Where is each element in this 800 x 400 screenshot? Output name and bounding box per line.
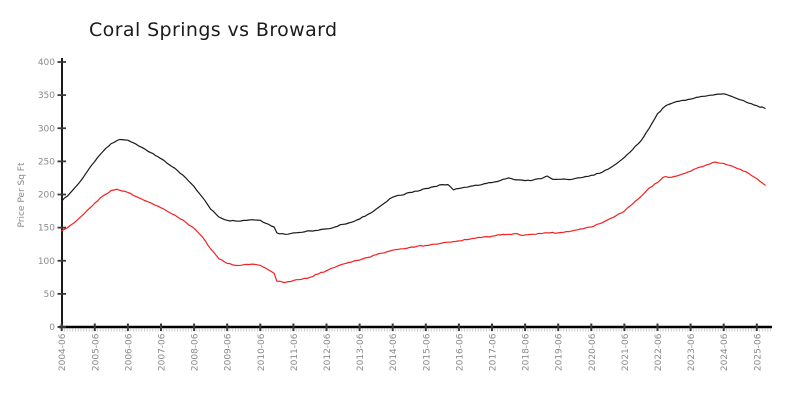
series-line-broward — [61, 161, 766, 284]
y-tick-label: 200 — [38, 191, 55, 201]
x-tick-label: 2020-06 — [588, 333, 598, 371]
x-tick-label: 2007-06 — [158, 333, 168, 371]
y-tick-label: 100 — [38, 257, 55, 267]
y-tick-label: 250 — [38, 157, 55, 167]
x-tick-label: 2004-06 — [58, 333, 68, 371]
y-tick-label: 150 — [38, 224, 55, 234]
y-axis-ticks: 0 50 100 150 200 250 300 350 400 — [38, 58, 66, 333]
x-tick-label: 2013-06 — [356, 333, 366, 371]
y-tick-label: 400 — [38, 58, 55, 68]
y-tick-label: 0 — [49, 323, 55, 333]
x-tick-label: 2023-06 — [687, 333, 697, 371]
x-tick-label: 2016-06 — [455, 333, 465, 371]
x-axis-minor-ticks — [61, 328, 772, 332]
x-tick-label: 2021-06 — [621, 333, 631, 371]
x-tick-label: 2018-06 — [522, 333, 532, 371]
x-tick-label: 2012-06 — [323, 333, 333, 371]
x-tick-label: 2010-06 — [257, 333, 267, 371]
axes — [59, 58, 772, 329]
x-tick-label: 2009-06 — [224, 333, 234, 371]
x-axis-ticks: 2004-06 2005-06 2006-06 2007-06 2008-06 2009-… — [58, 323, 763, 371]
x-tick-label: 2019-06 — [555, 333, 565, 371]
x-tick-label: 2006-06 — [124, 333, 134, 371]
y-tick-label: 300 — [38, 124, 55, 134]
x-tick-label: 2011-06 — [290, 333, 300, 371]
x-tick-label: 2005-06 — [91, 333, 101, 371]
x-tick-label: 2024-06 — [720, 333, 730, 371]
x-tick-label: 2008-06 — [191, 333, 201, 371]
y-tick-label: 350 — [38, 91, 55, 101]
x-tick-label: 2015-06 — [422, 333, 432, 371]
x-tick-label: 2017-06 — [489, 333, 499, 371]
series-line-coral-springs — [61, 93, 766, 235]
x-tick-label: 2014-06 — [389, 333, 399, 371]
x-tick-label: 2022-06 — [654, 333, 664, 371]
y-tick-label: 50 — [44, 290, 56, 300]
y-axis-label: Price Per Sq Ft — [17, 162, 27, 227]
chart-title: Coral Springs vs Broward — [89, 19, 338, 41]
data-series — [61, 93, 766, 284]
x-tick-label: 2025-06 — [753, 333, 763, 371]
